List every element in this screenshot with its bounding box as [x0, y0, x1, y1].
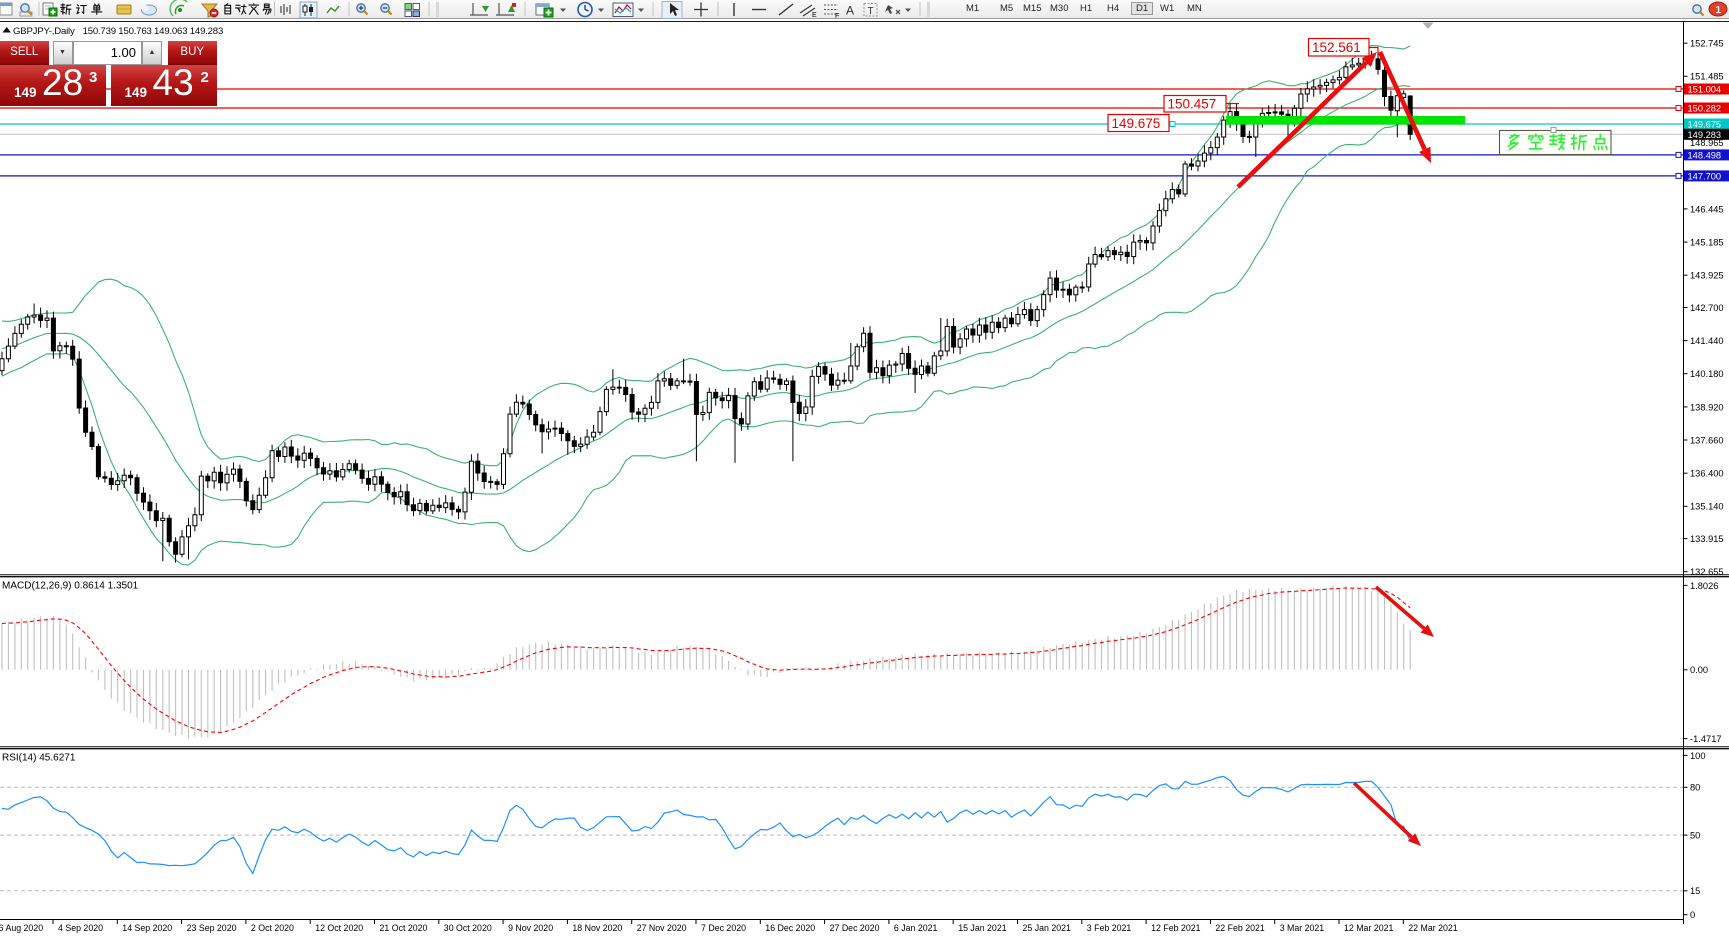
svg-text:141.440: 141.440 [1690, 336, 1724, 346]
svg-text:0: 0 [1690, 910, 1695, 920]
svg-text:-1.4717: -1.4717 [1690, 734, 1722, 744]
svg-text:15 Jan 2021: 15 Jan 2021 [958, 923, 1007, 933]
svg-text:27 Dec 2020: 27 Dec 2020 [830, 923, 880, 933]
svg-text:25 Jan 2021: 25 Jan 2021 [1023, 923, 1072, 933]
svg-text:22 Feb 2021: 22 Feb 2021 [1215, 923, 1265, 933]
svg-text:150.457: 150.457 [1168, 97, 1217, 112]
svg-text:137.660: 137.660 [1690, 435, 1724, 445]
svg-text:RSI(14) 45.6271: RSI(14) 45.6271 [2, 753, 76, 764]
svg-text:143.925: 143.925 [1690, 271, 1724, 281]
svg-text:6 Jan 2021: 6 Jan 2021 [894, 923, 938, 933]
svg-text:9 Nov 2020: 9 Nov 2020 [508, 923, 553, 933]
svg-text:146.445: 146.445 [1690, 204, 1724, 214]
svg-text:15: 15 [1690, 886, 1700, 896]
svg-text:149.675: 149.675 [1688, 120, 1722, 130]
svg-text:30 Oct 2020: 30 Oct 2020 [444, 923, 492, 933]
svg-text:132.655: 132.655 [1690, 567, 1724, 577]
svg-text:14 Sep 2020: 14 Sep 2020 [122, 923, 172, 933]
svg-text:135.140: 135.140 [1690, 502, 1724, 512]
svg-text:26 Aug 2020: 26 Aug 2020 [0, 923, 43, 933]
svg-text:151.004: 151.004 [1688, 85, 1722, 95]
svg-text:80: 80 [1690, 783, 1700, 793]
svg-text:12 Oct 2020: 12 Oct 2020 [315, 923, 363, 933]
svg-text:27 Nov 2020: 27 Nov 2020 [637, 923, 687, 933]
svg-text:149.675: 149.675 [1112, 116, 1161, 131]
svg-text:12 Feb 2021: 12 Feb 2021 [1151, 923, 1201, 933]
svg-text:4 Sep 2020: 4 Sep 2020 [58, 923, 103, 933]
svg-text:148.498: 148.498 [1688, 150, 1722, 160]
svg-text:F: F [835, 13, 839, 20]
svg-text:21 Oct 2020: 21 Oct 2020 [380, 923, 428, 933]
svg-text:22 Mar 2021: 22 Mar 2021 [1408, 923, 1457, 933]
svg-text:23 Sep 2020: 23 Sep 2020 [187, 923, 237, 933]
svg-text:12 Mar 2021: 12 Mar 2021 [1344, 923, 1393, 933]
svg-text:148.965: 148.965 [1690, 138, 1724, 148]
svg-text:152.745: 152.745 [1690, 39, 1724, 49]
svg-text:150.282: 150.282 [1688, 104, 1722, 114]
svg-text:136.400: 136.400 [1690, 469, 1724, 479]
svg-text:E: E [812, 12, 817, 19]
svg-text:50: 50 [1690, 831, 1700, 841]
svg-text:140.180: 140.180 [1690, 369, 1724, 379]
svg-text:149.283: 149.283 [1688, 130, 1722, 140]
svg-text:1: 1 [1716, 5, 1722, 16]
svg-text:7 Dec 2020: 7 Dec 2020 [701, 923, 746, 933]
svg-text:T: T [868, 6, 874, 17]
svg-text:152.561: 152.561 [1312, 40, 1361, 55]
svg-text:1.8026: 1.8026 [1690, 581, 1718, 591]
svg-text:3 Mar 2021: 3 Mar 2021 [1280, 923, 1325, 933]
svg-text:A: A [846, 4, 854, 18]
svg-text:147.700: 147.700 [1688, 171, 1722, 181]
svg-text:145.185: 145.185 [1690, 238, 1724, 248]
svg-text:100: 100 [1690, 751, 1706, 761]
svg-text:138.920: 138.920 [1690, 402, 1724, 412]
svg-text:16 Dec 2020: 16 Dec 2020 [765, 923, 815, 933]
svg-text:2 Oct 2020: 2 Oct 2020 [251, 923, 294, 933]
svg-text:0.00: 0.00 [1690, 665, 1708, 675]
svg-text:142.700: 142.700 [1690, 303, 1724, 313]
svg-text:MACD(12,26,9) 0.8614 1.3501: MACD(12,26,9) 0.8614 1.3501 [2, 581, 139, 592]
svg-text:3 Feb 2021: 3 Feb 2021 [1087, 923, 1132, 933]
svg-text:133.915: 133.915 [1690, 534, 1724, 544]
svg-text:18 Nov 2020: 18 Nov 2020 [572, 923, 622, 933]
svg-text:151.485: 151.485 [1690, 72, 1724, 82]
